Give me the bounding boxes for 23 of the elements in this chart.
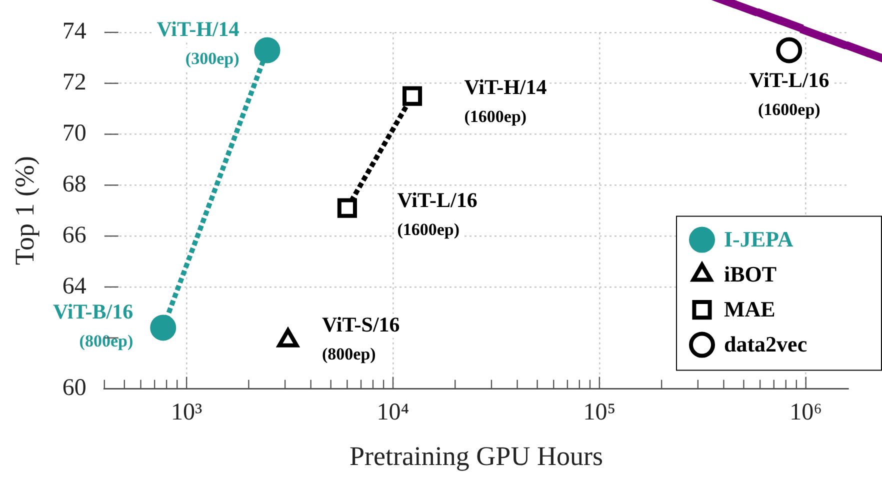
legend-label: iBOT xyxy=(724,261,777,286)
x-tick-label: 10⁴ xyxy=(376,399,410,426)
annotation: ViT-L/16 (1600ep) xyxy=(749,68,830,120)
y-tick-label: 64 xyxy=(62,273,86,300)
legend-label: MAE xyxy=(724,296,776,322)
annotation: ViT-L/16 (1600ep) xyxy=(397,188,478,239)
x-tick-label: 10³ xyxy=(170,399,202,426)
y-tick-label: 74 xyxy=(62,18,86,45)
y-tick-label: 70 xyxy=(62,120,86,147)
y-tick-label: 68 xyxy=(62,171,86,198)
y-tick-label: 72 xyxy=(62,70,86,96)
y-axis-title: Top 1 (%) xyxy=(9,156,40,266)
x-axis-title: Pretraining GPU Hours xyxy=(349,440,603,471)
x-tick-label: 10⁵ xyxy=(583,399,616,426)
y-tick-label: 60 xyxy=(62,375,86,402)
annotation: ViT-S/16 (800ep) xyxy=(322,312,400,364)
annotation: ViT-B/16 (800ep) xyxy=(52,300,134,351)
annotation: ViT-H/14 (1600ep) xyxy=(464,74,548,126)
legend-label: data2vec xyxy=(724,331,808,356)
y-tick-label: 66 xyxy=(62,222,86,248)
legend-label: I-JEPA xyxy=(724,226,794,252)
x-tick-label: 10⁶ xyxy=(790,399,822,426)
annotation: ViT-H/14 (300ep) xyxy=(156,17,240,68)
